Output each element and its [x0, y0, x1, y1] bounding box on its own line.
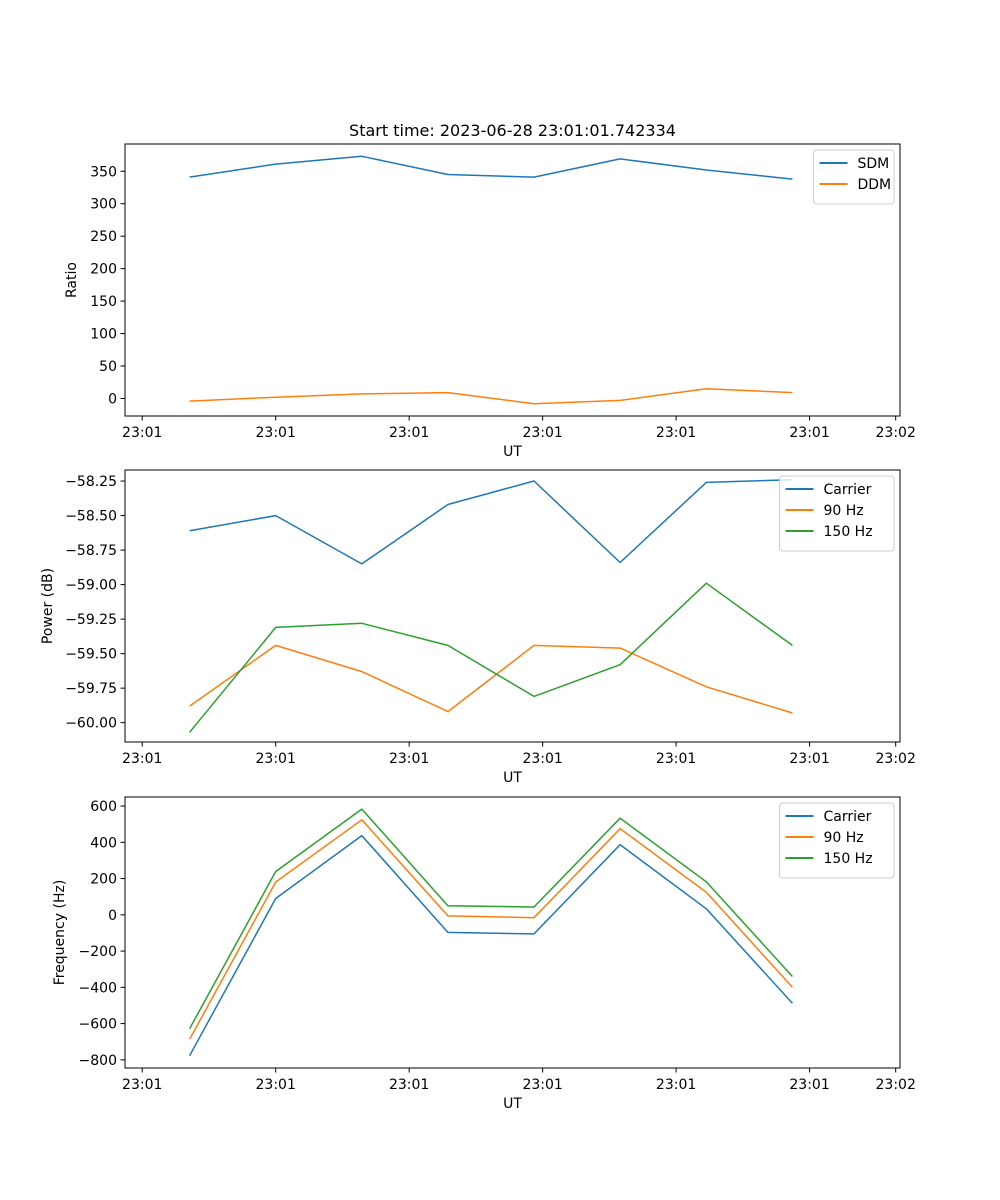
- x-tick-label: 23:02: [876, 751, 916, 767]
- x-tick-label: 23:02: [876, 1077, 916, 1093]
- legend-label: 90 Hz: [824, 830, 864, 846]
- y-tick-label: 200: [90, 262, 117, 278]
- y-tick-label: −59.25: [65, 612, 117, 628]
- legend-label: 150 Hz: [824, 524, 873, 540]
- y-tick-label: −60.00: [65, 716, 117, 732]
- x-tick-label: 23:01: [656, 751, 696, 767]
- y-tick-label: −200: [79, 944, 117, 960]
- series-line-150-hz: [188, 808, 793, 1030]
- y-tick-label: −59.00: [65, 578, 117, 594]
- y-tick-label: 50: [99, 359, 117, 375]
- series-line-90-hz: [188, 819, 793, 1040]
- y-tick-label: 0: [108, 391, 117, 407]
- y-tick-label: 250: [90, 229, 117, 245]
- series-line-90-hz: [189, 644, 793, 714]
- series-line-sdm: [189, 155, 793, 180]
- legend-label: Carrier: [824, 482, 872, 498]
- y-tick-label: −59.50: [65, 647, 117, 663]
- y-axis-label: Ratio: [64, 262, 80, 298]
- series-line-carrier: [189, 478, 793, 565]
- x-tick-label: 23:01: [256, 425, 296, 441]
- x-tick-label: 23:01: [522, 1077, 562, 1093]
- x-tick-label: 23:01: [789, 425, 829, 441]
- y-tick-label: −800: [79, 1053, 117, 1069]
- y-tick-label: 300: [90, 197, 117, 213]
- series-line-carrier: [188, 834, 793, 1057]
- y-tick-label: 0: [108, 908, 117, 924]
- legend-box: [779, 802, 895, 879]
- legend-label: 150 Hz: [824, 851, 873, 867]
- x-tick-label: 23:01: [656, 425, 696, 441]
- series-line-ddm: [189, 387, 793, 405]
- y-tick-label: −58.25: [65, 474, 117, 490]
- x-tick-label: 23:01: [122, 751, 162, 767]
- x-tick-label: 23:01: [256, 751, 296, 767]
- x-tick-label: 23:02: [876, 425, 916, 441]
- x-axis-label: UT: [503, 444, 522, 460]
- y-tick-label: −58.75: [65, 543, 117, 559]
- x-tick-label: 23:01: [122, 1077, 162, 1093]
- legend-label: 90 Hz: [824, 503, 864, 519]
- y-tick-label: −400: [79, 980, 117, 996]
- chart-panel-1: 23:01 23:01 23:01 23:01 23:01 23:01 23:02 0 50 10…: [64, 143, 916, 460]
- y-tick-label: 200: [90, 872, 117, 888]
- legend-label: SDM: [858, 156, 890, 172]
- x-tick-label: 23:01: [789, 751, 829, 767]
- x-tick-label: 23:01: [522, 425, 562, 441]
- y-tick-label: −600: [79, 1017, 117, 1033]
- x-tick-label: 23:01: [389, 751, 429, 767]
- series-line-150-hz: [189, 582, 793, 733]
- y-tick-label: −59.75: [65, 681, 117, 697]
- chart-panel-3: 23:01 23:01 23:01 23:01 23:01 23:01 23:02 −800 −…: [52, 796, 916, 1112]
- panels: 23:01 23:01 23:01 23:01 23:01 23:01 23:02 0 50 10…: [40, 143, 916, 1112]
- legend-label: DDM: [858, 177, 892, 193]
- x-tick-label: 23:01: [389, 1077, 429, 1093]
- legend-box: [779, 475, 895, 552]
- x-tick-label: 23:01: [522, 751, 562, 767]
- y-tick-label: 150: [90, 294, 117, 310]
- y-tick-label: 600: [90, 799, 117, 815]
- figure-title: Start time: 2023-06-28 23:01:01.742334: [349, 121, 676, 140]
- legend: Carrier 90 Hz 150 Hz: [779, 802, 895, 879]
- x-tick-label: 23:01: [389, 425, 429, 441]
- y-axis-label: Power (dB): [40, 568, 56, 644]
- plot-area-frame: [124, 143, 901, 417]
- x-tick-label: 23:01: [256, 1077, 296, 1093]
- x-axis-label: UT: [503, 770, 522, 786]
- y-tick-label: 400: [90, 835, 117, 851]
- plot-area-frame: [124, 469, 901, 743]
- x-tick-label: 23:01: [656, 1077, 696, 1093]
- legend: SDM DDM: [813, 149, 895, 205]
- y-axis-label: Frequency (Hz): [52, 880, 68, 986]
- chart-panel-2: 23:01 23:01 23:01 23:01 23:01 23:01 23:02 −60.0…: [40, 469, 916, 786]
- y-tick-label: 100: [90, 327, 117, 343]
- legend: Carrier 90 Hz 150 Hz: [779, 475, 895, 552]
- legend-label: Carrier: [824, 809, 872, 825]
- plot-area-frame: [124, 796, 901, 1069]
- y-tick-label: 350: [90, 164, 117, 180]
- x-tick-label: 23:01: [122, 425, 162, 441]
- x-tick-label: 23:01: [789, 1077, 829, 1093]
- y-tick-label: −58.50: [65, 509, 117, 525]
- x-axis-label: UT: [503, 1096, 522, 1112]
